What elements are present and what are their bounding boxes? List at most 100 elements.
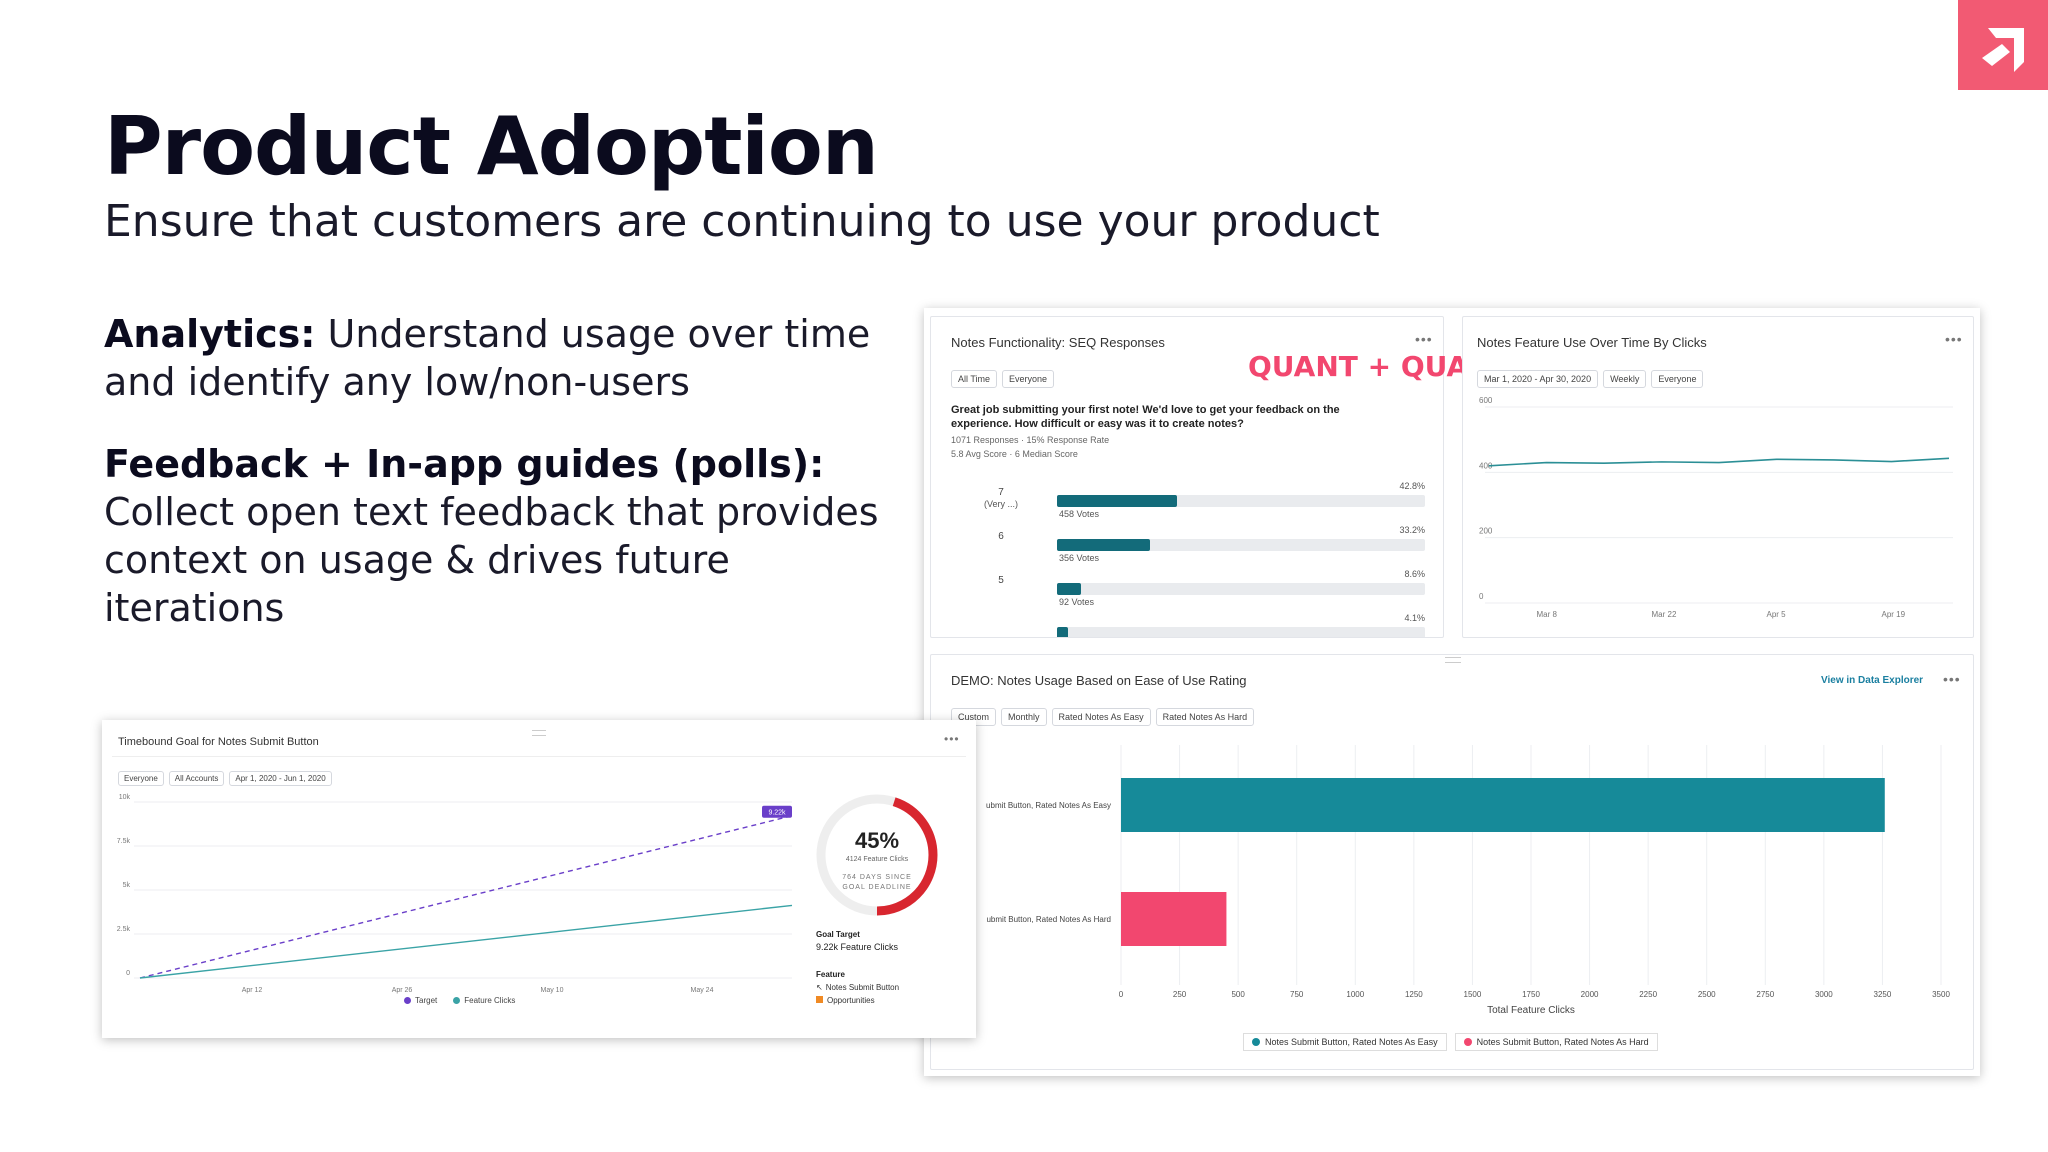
y-tick-label: 600 — [1479, 396, 1493, 405]
donut-note-1: 764 DAYS SINCE — [842, 874, 912, 881]
analytics-text: Understand usage over time and identify … — [104, 312, 871, 404]
seq-row-percent: 4.1% — [1404, 613, 1425, 623]
x-tick-label: May 10 — [541, 987, 564, 994]
more-options-icon[interactable]: ••• — [1943, 671, 1961, 687]
x-tick-label: 1750 — [1522, 990, 1540, 999]
dashboard-card: Notes Functionality: SEQ Responses ••• A… — [924, 308, 1980, 1076]
y-tick-label: 0 — [126, 970, 130, 977]
target-line — [139, 815, 793, 979]
legend-item-feature-clicks[interactable]: Feature Clicks — [453, 996, 515, 1005]
x-tick-label: 2750 — [1756, 990, 1774, 999]
brand-logo — [1958, 0, 2048, 90]
category-label: ubmit Button, Rated Notes As Easy — [986, 801, 1111, 810]
feedback-text: Collect open text feedback that provides… — [104, 490, 879, 630]
goal-line-chart: 0 2.5k 5k 7.5k 10k 9.22k Apr 12 Apr 26 May 10 May… — [117, 794, 793, 994]
seq-bar-track — [1057, 627, 1425, 637]
x-tick-label: 1250 — [1405, 990, 1423, 999]
y-tick-label: 5k — [123, 882, 131, 889]
clicks-panel-title: Notes Feature Use Over Time By Clicks — [1477, 335, 1707, 350]
seq-row-votes: 458 Votes — [1059, 509, 1100, 519]
seq-row-percent: 42.8% — [1399, 481, 1425, 491]
x-tick-label: Mar 22 — [1652, 610, 1677, 619]
filter-pill[interactable]: All Accounts — [168, 771, 225, 786]
seq-bar — [1057, 627, 1068, 637]
filter-pill[interactable]: Everyone — [1651, 370, 1704, 388]
filter-pill[interactable]: Everyone — [1002, 370, 1055, 388]
drag-handle[interactable] — [1445, 657, 1461, 663]
series-line — [1488, 457, 1950, 467]
demo-bar — [1121, 892, 1227, 946]
x-tick-label: 1000 — [1346, 990, 1364, 999]
filter-pill[interactable]: All Time — [951, 370, 998, 388]
filter-pill[interactable]: Apr 1, 2020 - Jun 1, 2020 — [229, 771, 332, 786]
view-in-data-explorer-link[interactable]: View in Data Explorer — [1821, 675, 1924, 686]
demo-legend: Notes Submit Button, Rated Notes As Easy… — [1243, 1033, 1658, 1051]
x-tick-label: Apr 12 — [242, 987, 263, 994]
x-tick-label: May 24 — [691, 987, 714, 994]
poll-stats-1: 1071 Responses · 15% Response Rate — [951, 435, 1110, 445]
target-badge-label: 9.22k — [768, 810, 786, 817]
legend-item-hard[interactable]: Notes Submit Button, Rated Notes As Hard — [1454, 1033, 1658, 1051]
x-tick-label: 2500 — [1698, 990, 1716, 999]
filter-pill[interactable]: Weekly — [1603, 370, 1647, 388]
goal-legend: Target Feature Clicks — [404, 996, 515, 1005]
feature-item-2: Opportunities — [816, 996, 875, 1005]
donut-note-2: GOAL DEADLINE — [842, 884, 912, 891]
filter-pill[interactable]: Rated Notes As Easy — [1051, 708, 1151, 726]
seq-filters: All Time Everyone — [951, 369, 1059, 388]
feature-item-1: ↖ Notes Submit Button — [816, 983, 899, 992]
legend-label: Notes Submit Button, Rated Notes As Easy — [1265, 1037, 1438, 1047]
seq-bar-chart: 42.8% 7 (Very ...) 458 Votes 33.2% 6 356 Votes… — [931, 317, 1443, 637]
legend-item-easy[interactable]: Notes Submit Button, Rated Notes As Easy — [1243, 1033, 1447, 1051]
demo-usage-panel: DEMO: Notes Usage Based on Ease of Use R… — [930, 654, 1974, 1070]
donut-ring — [816, 794, 938, 916]
legend-item-target[interactable]: Target — [404, 996, 437, 1005]
goal-panel-title: Timebound Goal for Notes Submit Button — [118, 736, 319, 748]
more-options-icon[interactable]: ••• — [1415, 331, 1433, 347]
target-badge — [762, 805, 792, 818]
goal-target-label: Goal Target — [816, 930, 860, 939]
donut-progress — [816, 794, 938, 916]
x-tick-label: Apr 5 — [1767, 610, 1787, 619]
feature-item-label: Notes Submit Button — [825, 983, 900, 992]
y-tick-label: 0 — [1479, 592, 1484, 601]
more-options-icon[interactable]: ••• — [1945, 331, 1963, 347]
y-tick-label: 400 — [1479, 461, 1493, 470]
x-tick-label: 750 — [1290, 990, 1304, 999]
analytics-heading: Analytics: — [104, 312, 316, 356]
y-tick-label: 2.5k — [117, 926, 131, 933]
legend-label: Target — [415, 996, 438, 1005]
filter-pill[interactable]: Monthly — [1001, 708, 1047, 726]
seq-bar-track — [1057, 583, 1425, 595]
x-tick-label: 2250 — [1639, 990, 1657, 999]
x-tick-label: 3000 — [1815, 990, 1833, 999]
demo-filters: Custom Monthly Rated Notes As Easy Rated No… — [951, 707, 1259, 726]
donut-sub: 4124 Feature Clicks — [845, 856, 909, 863]
clicks-filters: Mar 1, 2020 - Apr 30, 2020 Weekly Everyone — [1477, 369, 1708, 388]
seq-row-percent: 33.2% — [1399, 525, 1425, 535]
demo-panel-title: DEMO: Notes Usage Based on Ease of Use R… — [951, 673, 1247, 688]
more-options-icon[interactable]: ••• — [944, 732, 960, 746]
poll-question: Great job submitting your first note! We… — [951, 404, 1340, 430]
goal-filters: Everyone All Accounts Apr 1, 2020 - Jun 1,… — [118, 768, 337, 786]
goal-progress-donut: 45% 4124 Feature Clicks 764 DAYS SINCE G… — [812, 790, 942, 920]
x-tick-label: Mar 8 — [1537, 610, 1558, 619]
x-tick-label: 0 — [1119, 990, 1124, 999]
filter-pill[interactable]: Everyone — [118, 771, 164, 786]
category-label: ubmit Button, Rated Notes As Hard — [986, 915, 1111, 924]
seq-row-votes: 356 Votes — [1059, 553, 1100, 563]
quant-qual-annotation: QUANT + QUAL — [1248, 350, 1487, 383]
clicks-over-time-panel: Notes Feature Use Over Time By Clicks ••… — [1462, 316, 1974, 638]
x-tick-label: 1500 — [1464, 990, 1482, 999]
poll-stats-2: 5.8 Avg Score · 6 Median Score — [951, 449, 1078, 459]
drag-handle[interactable] — [532, 730, 546, 736]
filter-pill[interactable]: Mar 1, 2020 - Apr 30, 2020 — [1477, 370, 1599, 388]
feature-clicks-line — [139, 904, 793, 979]
seq-responses-panel: Notes Functionality: SEQ Responses ••• A… — [930, 316, 1444, 638]
feature-item-label: Opportunities — [827, 996, 875, 1005]
x-tick-label: 250 — [1173, 990, 1187, 999]
page-subtitle: Ensure that customers are continuing to … — [104, 196, 1380, 247]
filter-pill[interactable]: Rated Notes As Hard — [1155, 708, 1255, 726]
legend-label: Feature Clicks — [464, 996, 516, 1005]
seq-row-votes: 92 Votes — [1059, 597, 1095, 607]
